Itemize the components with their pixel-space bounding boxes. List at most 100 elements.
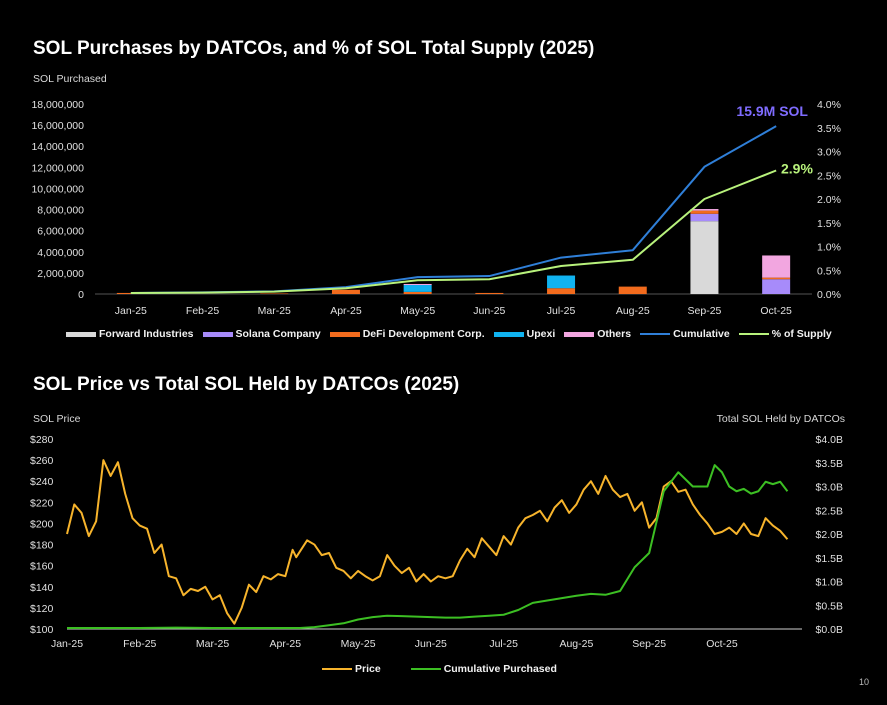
x-tick-label: Oct-25 bbox=[760, 305, 792, 317]
x-tick-label: Sep-25 bbox=[688, 305, 722, 317]
y2-tick-label: 0.5% bbox=[817, 265, 841, 277]
chart1-plot: 18,000,000 16,000,000 14,000,000 12,000,000… bbox=[31, 99, 841, 317]
legend-label: DeFi Development Corp. bbox=[362, 328, 485, 340]
bar-segment bbox=[475, 292, 504, 294]
chart1-title: SOL Purchases by DATCOs, and % of SOL To… bbox=[33, 38, 595, 59]
y-tick-label: $200 bbox=[30, 518, 54, 530]
chart2-y2-axis-title: Total SOL Held by DATCOs bbox=[716, 413, 845, 425]
y-tick-label: $220 bbox=[30, 497, 54, 509]
bar-segment bbox=[690, 213, 719, 222]
bar-segment bbox=[690, 221, 719, 294]
y-tick-label: 18,000,000 bbox=[31, 99, 84, 111]
x-tick-label: Sep-25 bbox=[632, 638, 666, 650]
y-tick-label: 6,000,000 bbox=[37, 226, 84, 238]
y-tick-label: $260 bbox=[30, 455, 54, 467]
series-line bbox=[130, 169, 777, 295]
x-tick-label: Aug-25 bbox=[559, 638, 593, 650]
y2-tick-label: $0.0B bbox=[816, 624, 843, 636]
legend-label: Upexi bbox=[526, 328, 556, 340]
x-tick-label: Jan-25 bbox=[115, 305, 147, 317]
x-tick-label: Oct-25 bbox=[706, 638, 738, 650]
legend-forward-industries: Forward Industries bbox=[66, 328, 194, 340]
legend-upexi: Upexi bbox=[493, 328, 556, 340]
y-tick-label: $140 bbox=[30, 582, 54, 594]
legend-label: Solana Company bbox=[235, 328, 321, 340]
legend-pct-supply: % of Supply bbox=[738, 328, 832, 340]
y-tick-label: 16,000,000 bbox=[31, 120, 84, 132]
chart1-legend: Forward Industries Solana Company DeFi D… bbox=[66, 328, 841, 340]
y-tick-label: 2,000,000 bbox=[37, 268, 84, 280]
legend-swatch bbox=[493, 331, 524, 337]
y-tick-label: 10,000,000 bbox=[31, 183, 84, 195]
legend-swatch bbox=[66, 331, 96, 337]
y-tick-label: $180 bbox=[30, 540, 54, 552]
chart2-title: SOL Price vs Total SOL Held by DATCOs (2… bbox=[33, 374, 460, 395]
x-tick-label: Feb-25 bbox=[123, 638, 156, 650]
legend-label: Price bbox=[355, 663, 381, 675]
x-tick-label: May-25 bbox=[341, 638, 376, 650]
y2-tick-label: 2.5% bbox=[817, 170, 841, 182]
y2-tick-label: $2.0B bbox=[816, 529, 843, 541]
y-tick-label: $280 bbox=[30, 434, 54, 446]
y2-tick-label: 1.0% bbox=[817, 242, 841, 254]
bar-segment bbox=[618, 286, 647, 294]
x-tick-label: Jul-25 bbox=[489, 638, 518, 650]
y2-tick-label: 1.5% bbox=[817, 218, 841, 230]
bar-segment bbox=[690, 210, 719, 214]
chart1-y-axis-title: SOL Purchased bbox=[33, 73, 107, 85]
legend-swatch bbox=[564, 331, 595, 337]
y2-tick-label: $1.0B bbox=[816, 577, 843, 589]
y-tick-label: 0 bbox=[78, 289, 84, 301]
legend-price: Price bbox=[322, 663, 381, 675]
y2-tick-label: $4.0B bbox=[816, 434, 843, 446]
legend-swatch bbox=[410, 668, 441, 670]
x-tick-label: Mar-25 bbox=[196, 638, 229, 650]
y2-tick-label: $3.5B bbox=[816, 458, 843, 470]
y-tick-label: $160 bbox=[30, 561, 54, 573]
bar-segment bbox=[403, 291, 432, 294]
legend-swatch bbox=[738, 333, 769, 335]
bar-segment bbox=[762, 255, 791, 278]
y2-tick-label: $2.5B bbox=[816, 505, 843, 517]
y2-tick-label: $1.5B bbox=[816, 553, 843, 565]
legend-label: Cumulative Purchased bbox=[443, 663, 557, 675]
legend-swatch bbox=[329, 331, 360, 337]
x-tick-label: Feb-25 bbox=[186, 305, 219, 317]
y-tick-label: 4,000,000 bbox=[37, 247, 84, 259]
y-tick-label: 14,000,000 bbox=[31, 141, 84, 153]
bar-segment bbox=[690, 209, 719, 211]
bar-segment bbox=[762, 277, 791, 280]
series-line bbox=[66, 459, 789, 625]
bar-segment bbox=[403, 285, 432, 292]
bar-segment bbox=[260, 293, 289, 294]
legend-label: Others bbox=[597, 328, 632, 340]
x-tick-label: Apr-25 bbox=[270, 638, 302, 650]
series-line bbox=[67, 464, 789, 630]
series-line bbox=[130, 125, 777, 294]
bar-segment bbox=[116, 292, 145, 294]
legend-label: Forward Industries bbox=[99, 328, 194, 340]
x-tick-label: Aug-25 bbox=[616, 305, 650, 317]
annotation-cumulative-total: 15.9M SOL bbox=[736, 103, 808, 119]
x-tick-label: May-25 bbox=[400, 305, 435, 317]
x-tick-label: Jun-25 bbox=[473, 305, 505, 317]
bar-segment bbox=[331, 289, 360, 294]
y-tick-label: $120 bbox=[30, 603, 54, 615]
legend-swatch bbox=[322, 668, 352, 670]
y2-tick-label: 2.0% bbox=[817, 194, 841, 206]
chart2-legend: Price Cumulative Purchased bbox=[322, 663, 566, 675]
x-tick-label: Jul-25 bbox=[547, 305, 576, 317]
y2-tick-label: $3.0B bbox=[816, 482, 843, 494]
y-tick-label: $240 bbox=[30, 476, 54, 488]
x-tick-label: Jan-25 bbox=[51, 638, 83, 650]
page-number: 10 bbox=[858, 677, 869, 687]
y2-tick-label: 3.0% bbox=[817, 147, 841, 159]
legend-label: % of Supply bbox=[771, 328, 832, 340]
legend-cumulative-purchased: Cumulative Purchased bbox=[410, 663, 557, 675]
y-tick-label: 8,000,000 bbox=[37, 205, 84, 217]
legend-label: Cumulative bbox=[673, 328, 730, 340]
annotation-pct-supply: 2.9% bbox=[781, 161, 813, 177]
legend-others: Others bbox=[564, 328, 631, 340]
x-tick-label: Mar-25 bbox=[258, 305, 291, 317]
bar-segment bbox=[547, 288, 576, 294]
